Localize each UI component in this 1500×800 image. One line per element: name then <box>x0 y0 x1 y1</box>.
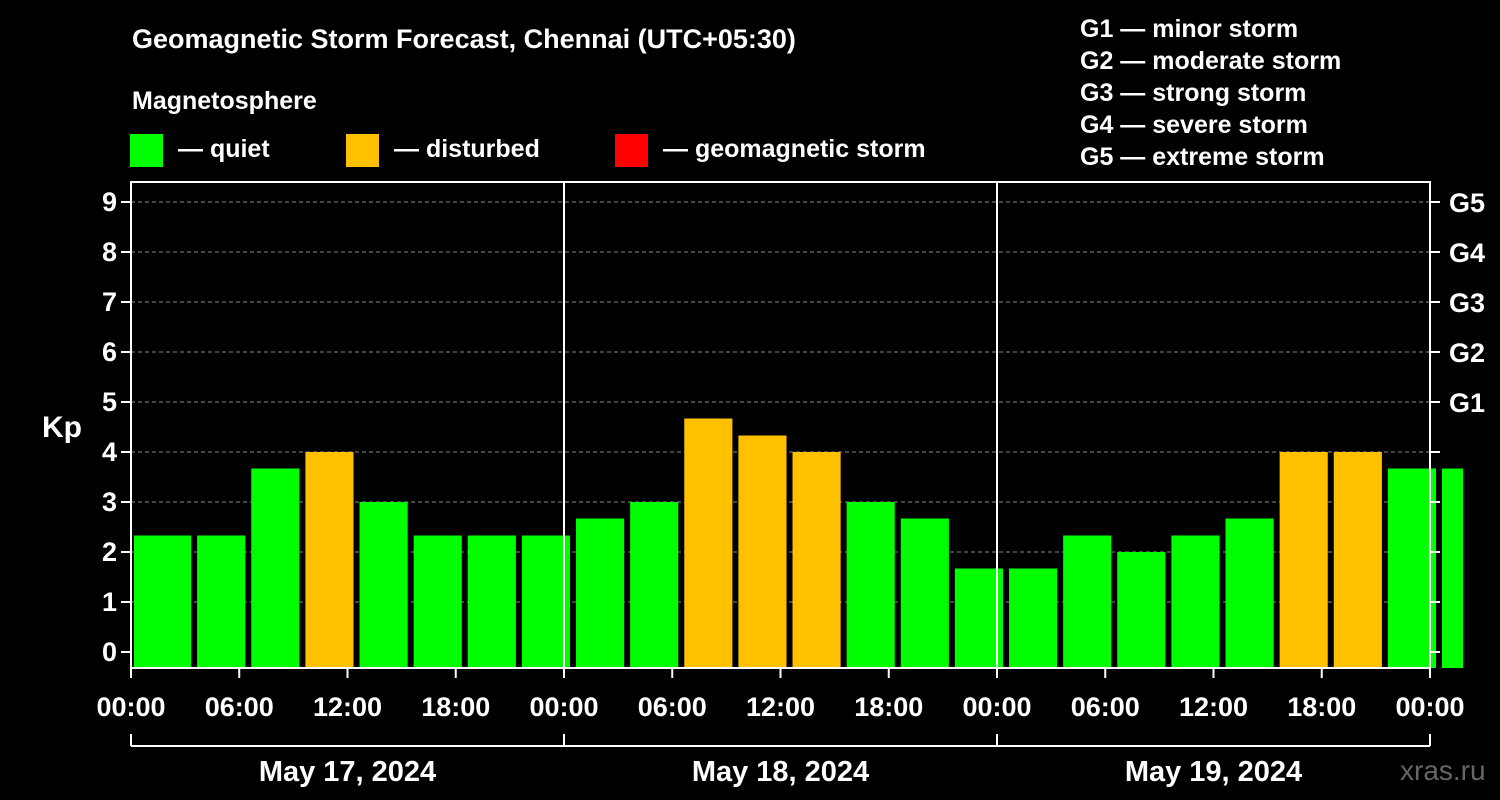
legend-label-quiet: — quiet <box>178 135 270 163</box>
y-tick-label-8: 8 <box>102 237 117 267</box>
bar-8 <box>576 518 625 668</box>
day-label-2: May 18, 2024 <box>692 756 869 788</box>
bar-24 <box>1442 468 1464 668</box>
bar-19 <box>1171 535 1220 668</box>
day-label-3: May 19, 2024 <box>1125 756 1302 788</box>
bar-14 <box>900 518 949 668</box>
bar-3 <box>305 452 354 668</box>
bar-17 <box>1063 535 1112 668</box>
bar-0 <box>134 535 192 668</box>
bar-20 <box>1225 518 1274 668</box>
y-tick-label-0: 0 <box>102 637 117 667</box>
y-axis-label: Kp <box>42 411 82 444</box>
y-tick-label-9: 9 <box>102 187 117 217</box>
x-tick-label-8: 00:00 <box>962 692 1031 722</box>
x-tick-label-4: 00:00 <box>529 692 598 722</box>
x-tick-label-3: 18:00 <box>421 692 490 722</box>
legend-label-disturbed: — disturbed <box>394 135 540 163</box>
bar-6 <box>467 535 516 668</box>
bar-5 <box>413 535 462 668</box>
x-tick-label-12: 00:00 <box>1395 692 1464 722</box>
bar-10 <box>684 418 733 668</box>
x-tick-label-11: 18:00 <box>1287 692 1356 722</box>
legend-title: Magnetosphere <box>132 87 317 115</box>
bar-21 <box>1279 452 1328 668</box>
legend-label-storm: — geomagnetic storm <box>663 135 926 163</box>
legend-swatch-disturbed <box>346 134 379 167</box>
legend-swatch-storm <box>615 134 648 167</box>
x-tick-label-7: 18:00 <box>854 692 923 722</box>
bar-22 <box>1333 452 1382 668</box>
bar-23 <box>1387 468 1437 668</box>
y-tick-label-2: 2 <box>102 537 117 567</box>
storm-level-g4: G4 — severe storm <box>1080 111 1308 139</box>
storm-level-g2: G2 — moderate storm <box>1080 47 1341 75</box>
x-tick-label-10: 12:00 <box>1179 692 1248 722</box>
x-tick-label-9: 06:00 <box>1071 692 1140 722</box>
x-tick-label-5: 06:00 <box>638 692 707 722</box>
g-scale-label-g2: G2 <box>1449 338 1485 368</box>
bar-9 <box>630 502 679 668</box>
bar-12 <box>792 452 841 668</box>
x-tick-label-0: 00:00 <box>96 692 165 722</box>
bar-2 <box>251 468 300 668</box>
y-tick-label-4: 4 <box>102 437 117 467</box>
y-tick-label-1: 1 <box>102 587 117 617</box>
watermark: xras.ru <box>1400 755 1486 786</box>
x-tick-label-6: 12:00 <box>746 692 815 722</box>
bar-16 <box>1009 568 1058 668</box>
bar-1 <box>197 535 246 668</box>
bar-11 <box>738 435 787 668</box>
legend-swatch-quiet <box>130 134 163 167</box>
chart-title: Geomagnetic Storm Forecast, Chennai (UTC… <box>132 24 796 54</box>
storm-level-g1: G1 — minor storm <box>1080 15 1298 43</box>
g-scale-label-g3: G3 <box>1449 288 1485 318</box>
bar-7 <box>521 535 571 668</box>
bar-13 <box>846 502 895 668</box>
bar-4 <box>359 502 408 668</box>
y-tick-label-7: 7 <box>102 287 117 317</box>
bar-18 <box>1117 552 1166 668</box>
g-scale-label-g1: G1 <box>1449 388 1485 418</box>
day-label-1: May 17, 2024 <box>259 756 436 788</box>
y-tick-label-3: 3 <box>102 487 117 517</box>
y-tick-label-6: 6 <box>102 337 117 367</box>
plot-area: 0 1 2 3 4 5 6 7 8 9 G1 G2 G3 G4 G5 00:00 06:00 12:00 18:00… <box>96 181 1485 788</box>
y-tick-label-5: 5 <box>102 387 117 417</box>
x-tick-label-2: 12:00 <box>313 692 382 722</box>
storm-level-g5: G5 — extreme storm <box>1080 143 1325 171</box>
x-tick-label-1: 06:00 <box>205 692 274 722</box>
g-scale-label-g4: G4 <box>1449 238 1485 268</box>
bar-15 <box>954 568 1004 668</box>
g-scale-label-g5: G5 <box>1449 188 1485 218</box>
storm-level-g3: G3 — strong storm <box>1080 79 1306 107</box>
